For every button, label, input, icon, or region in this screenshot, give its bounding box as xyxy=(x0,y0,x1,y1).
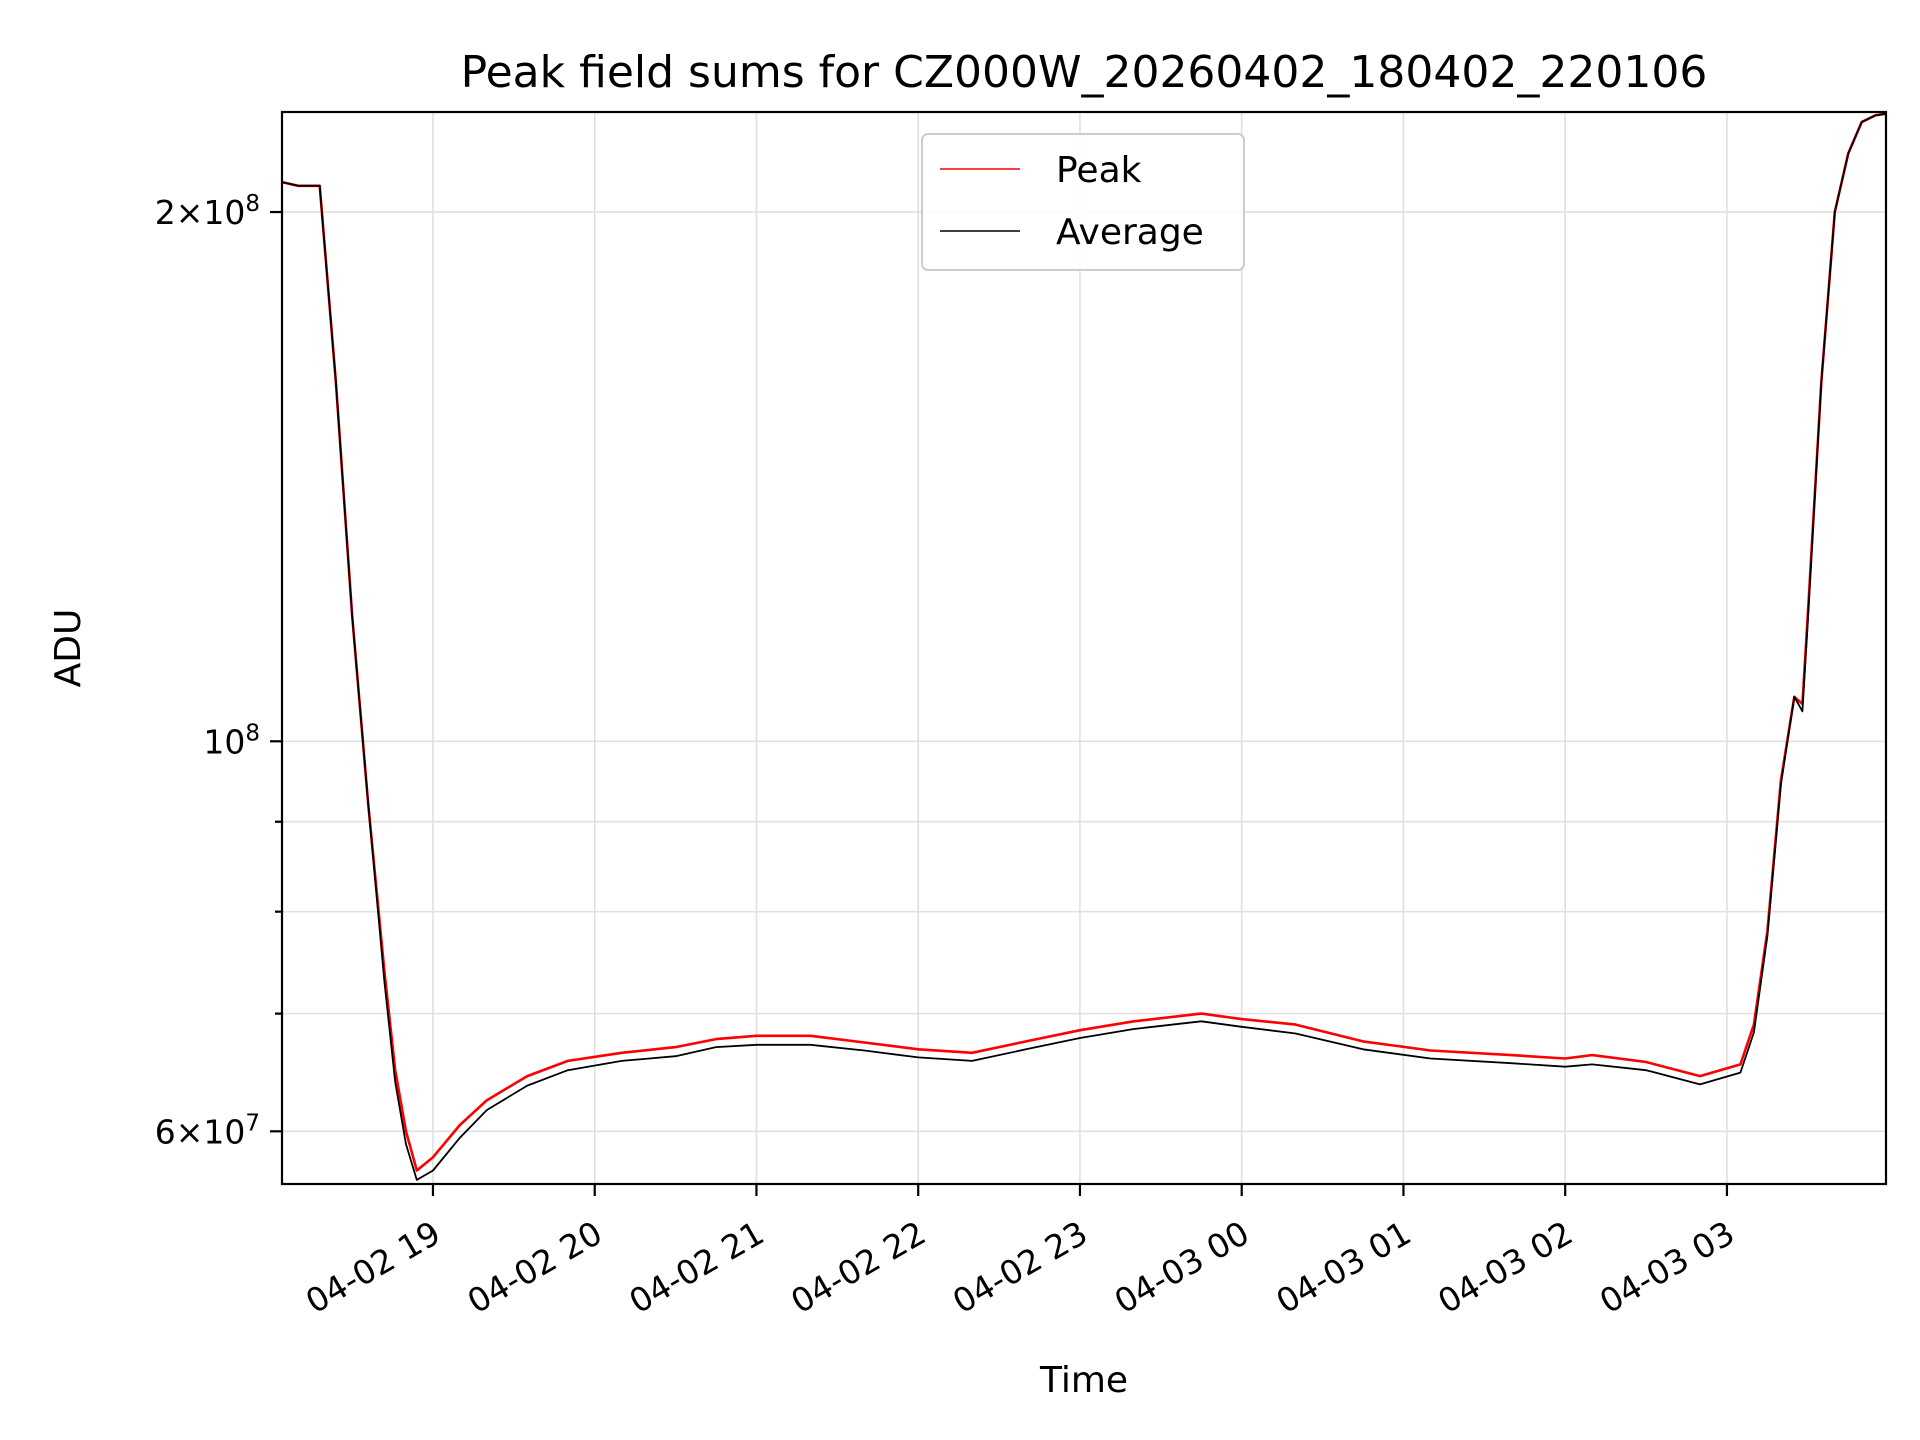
plot-frame xyxy=(280,110,1888,1186)
grid-lines xyxy=(282,112,1886,1184)
y-tick-label: 2×108 xyxy=(155,191,260,232)
legend: Peak Average xyxy=(921,133,1245,271)
legend-label-peak: Peak xyxy=(1056,150,1142,191)
y-axis-label: ADU xyxy=(48,609,89,688)
chart-title: Peak field sums for CZ000W_20260402_1804… xyxy=(461,47,1708,98)
legend-label-average: Average xyxy=(1056,212,1204,253)
series-layer xyxy=(281,112,1887,1181)
series-line-average xyxy=(281,112,1887,1181)
legend-box xyxy=(921,133,1245,271)
x-axis-label: Time xyxy=(1039,1360,1128,1401)
y-tick-label: 6×107 xyxy=(155,1110,260,1151)
